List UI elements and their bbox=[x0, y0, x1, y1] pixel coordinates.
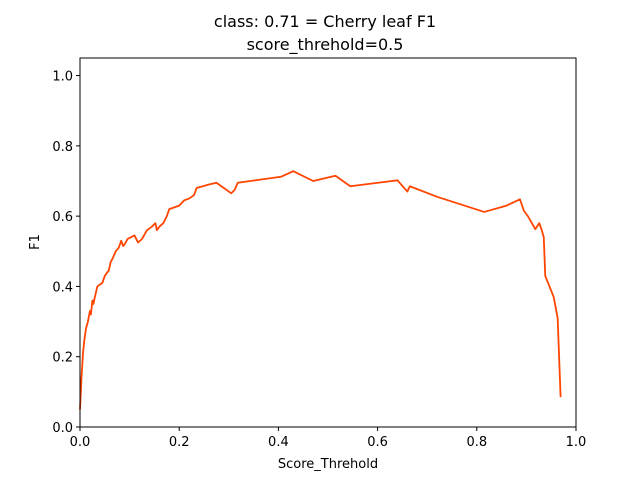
chart-subtitle: score_threhold=0.5 bbox=[247, 35, 404, 55]
chart-title: class: 0.71 = Cherry leaf F1 bbox=[214, 12, 436, 31]
y-axis: 0.0 0.2 0.4 0.6 0.8 1.0 bbox=[52, 70, 80, 436]
x-tick-label: 0.0 bbox=[70, 435, 91, 450]
y-tick-label: 0.0 bbox=[52, 421, 73, 436]
y-tick-label: 0.8 bbox=[52, 140, 73, 155]
x-axis-label: Score_Threhold bbox=[278, 457, 378, 472]
f1-series-line bbox=[79, 170, 562, 410]
x-tick-label: 0.8 bbox=[466, 435, 487, 450]
y-tick-label: 0.2 bbox=[52, 351, 73, 366]
x-tick-label: 0.2 bbox=[169, 435, 190, 450]
x-tick-label: 1.0 bbox=[566, 435, 587, 450]
x-axis: 0.0 0.2 0.4 0.6 0.8 1.0 bbox=[70, 427, 587, 450]
y-axis-label: F1 bbox=[28, 234, 43, 250]
plot-area bbox=[79, 170, 562, 410]
y-tick-label: 0.4 bbox=[52, 280, 73, 295]
axes-frame bbox=[79, 57, 577, 428]
y-tick-label: 0.6 bbox=[52, 210, 73, 225]
y-tick-label: 1.0 bbox=[52, 70, 73, 85]
x-tick-label: 0.4 bbox=[268, 435, 289, 450]
x-tick-label: 0.6 bbox=[367, 435, 388, 450]
